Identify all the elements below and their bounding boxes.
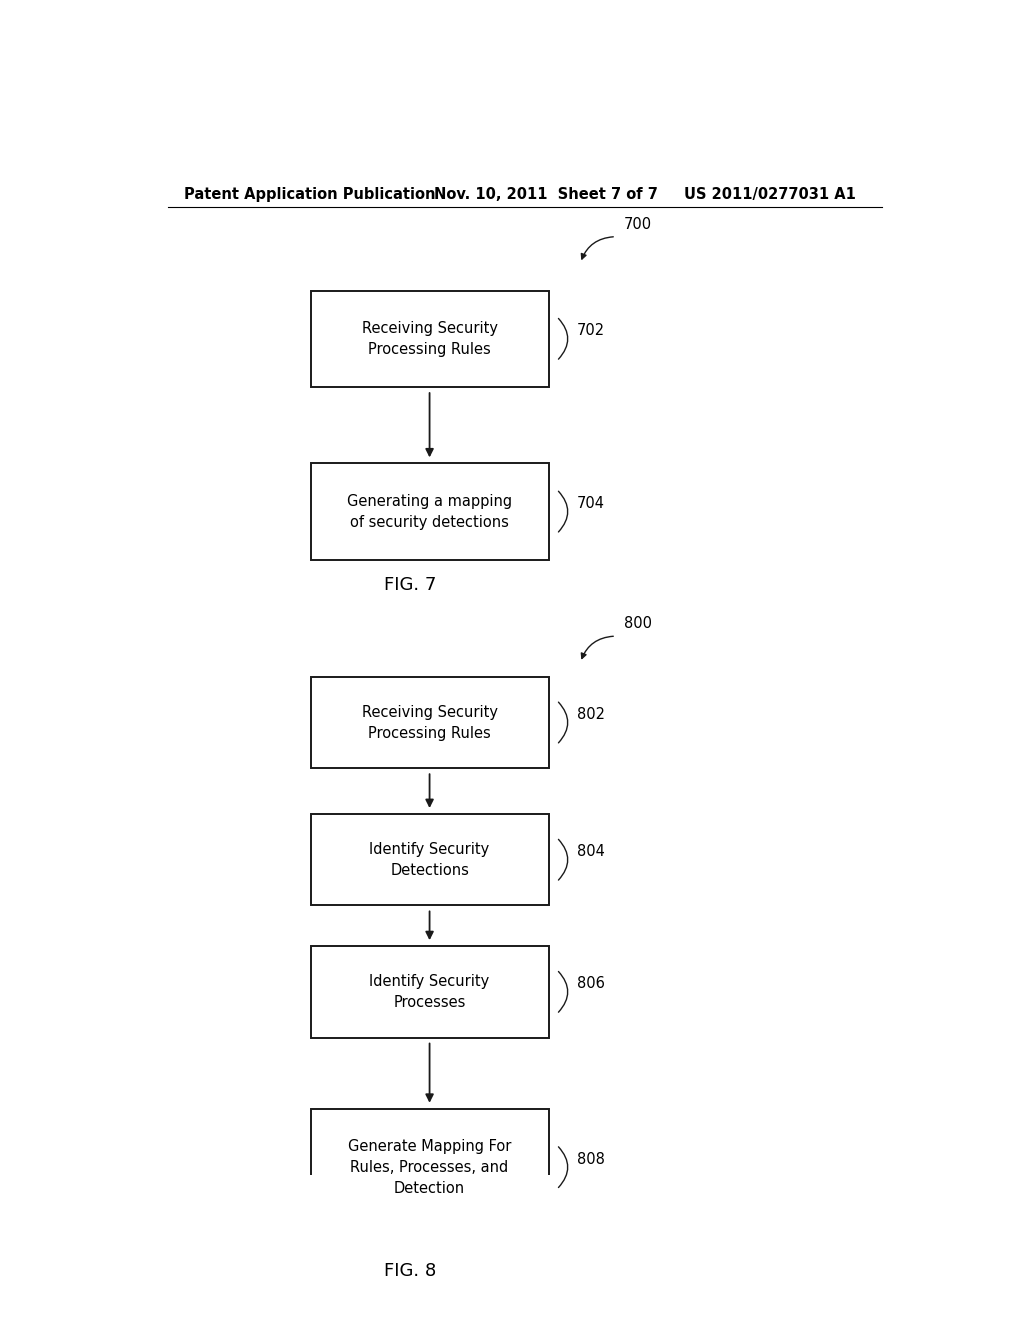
Text: 808: 808 — [578, 1151, 605, 1167]
Text: Identify Security
Processes: Identify Security Processes — [370, 974, 489, 1010]
Text: Patent Application Publication: Patent Application Publication — [183, 187, 435, 202]
Text: US 2011/0277031 A1: US 2011/0277031 A1 — [684, 187, 855, 202]
Bar — [310, 1109, 549, 1225]
Text: Generating a mapping
of security detections: Generating a mapping of security detecti… — [347, 494, 512, 529]
Text: Receiving Security
Processing Rules: Receiving Security Processing Rules — [361, 321, 498, 356]
Text: Receiving Security
Processing Rules: Receiving Security Processing Rules — [361, 705, 498, 741]
Text: 704: 704 — [578, 496, 605, 511]
Bar — [310, 946, 549, 1038]
Text: 702: 702 — [578, 323, 605, 338]
Text: 700: 700 — [624, 216, 652, 232]
Text: Generate Mapping For
Rules, Processes, and
Detection: Generate Mapping For Rules, Processes, a… — [348, 1139, 511, 1196]
Text: 804: 804 — [578, 843, 605, 859]
Text: FIG. 8: FIG. 8 — [384, 1262, 436, 1280]
Text: 806: 806 — [578, 977, 605, 991]
Text: Nov. 10, 2011  Sheet 7 of 7: Nov. 10, 2011 Sheet 7 of 7 — [433, 187, 657, 202]
Text: Identify Security
Detections: Identify Security Detections — [370, 842, 489, 878]
Bar — [310, 814, 549, 906]
Bar — [310, 290, 549, 387]
Text: 800: 800 — [624, 616, 652, 631]
Bar — [310, 463, 549, 560]
Bar — [310, 677, 549, 768]
Text: 802: 802 — [578, 708, 605, 722]
Text: FIG. 7: FIG. 7 — [384, 577, 436, 594]
